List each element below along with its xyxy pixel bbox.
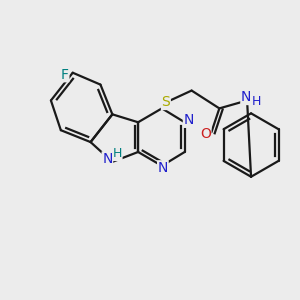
Text: N: N [158, 161, 168, 175]
Text: N: N [241, 91, 251, 104]
Text: O: O [200, 127, 211, 141]
Text: H: H [112, 148, 122, 160]
Text: S: S [161, 95, 170, 110]
Text: N: N [102, 152, 112, 166]
Text: N: N [184, 113, 194, 127]
Text: H: H [251, 95, 261, 108]
Text: F: F [61, 68, 69, 82]
